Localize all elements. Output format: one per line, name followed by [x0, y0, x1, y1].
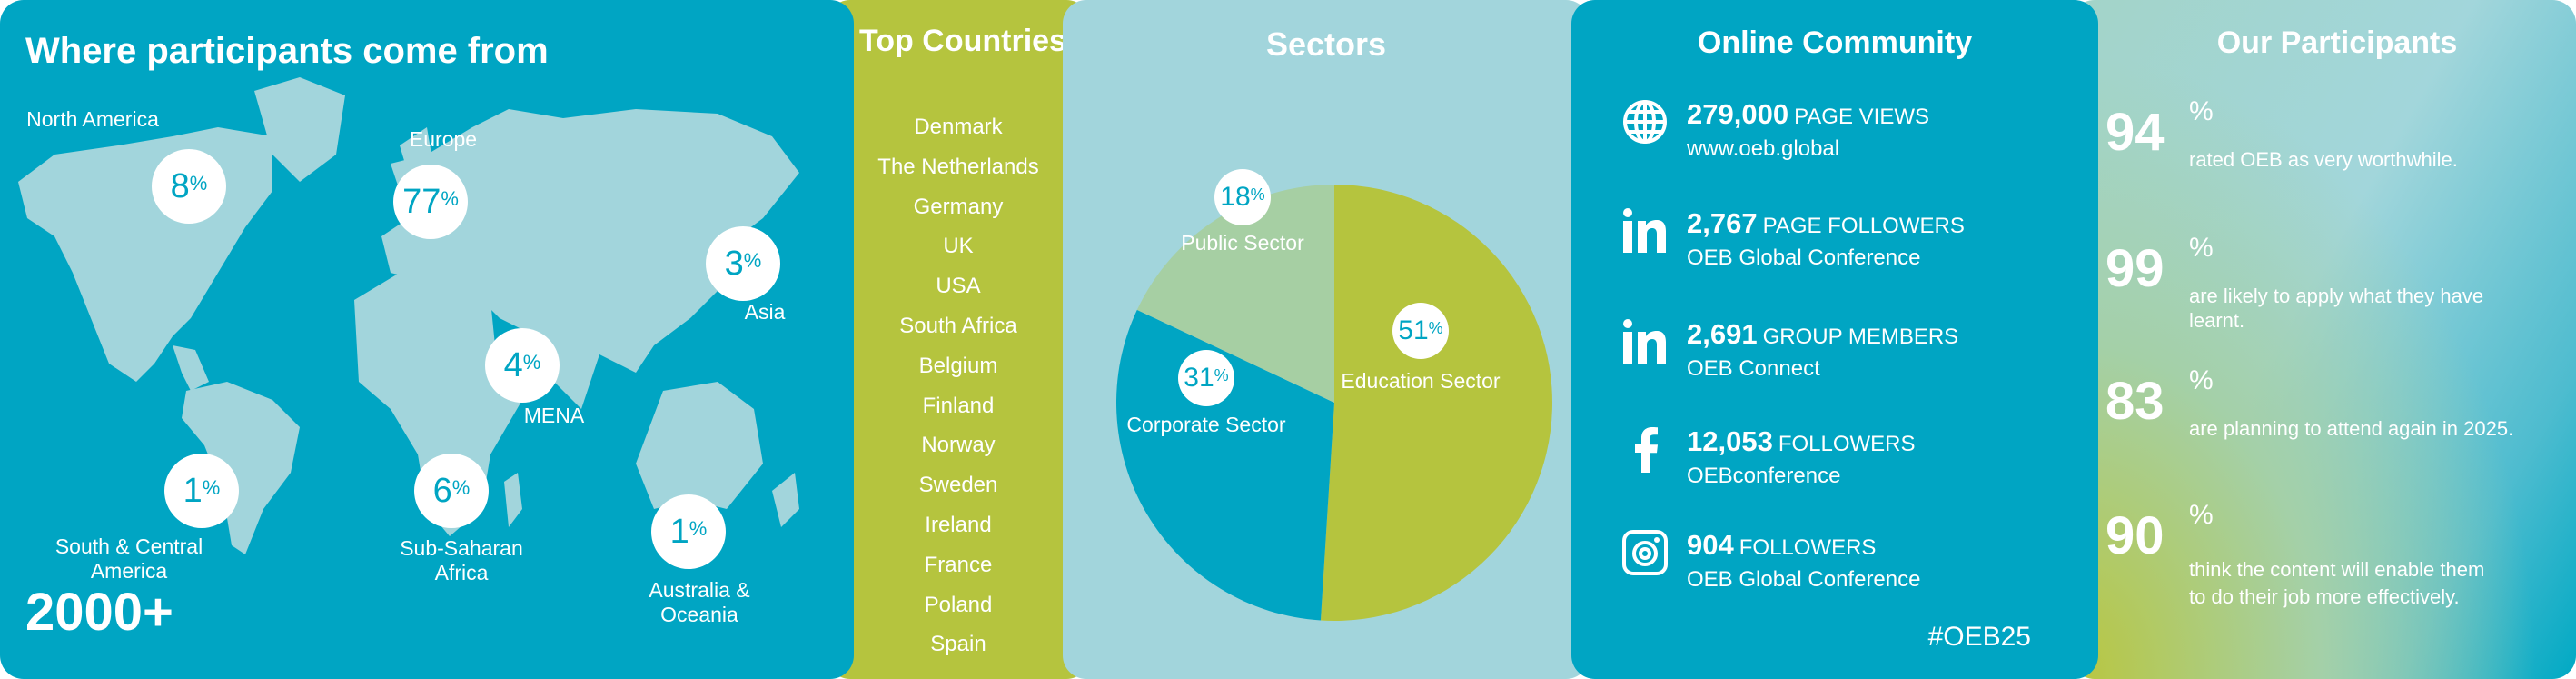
- region-label-australia-oceania: Australia & Oceania: [649, 578, 750, 626]
- country-item: Sweden: [918, 473, 998, 498]
- country-item: Finland: [922, 393, 995, 418]
- country-list: Denmark The Netherlands Germany UK USA South …: [840, 107, 1076, 664]
- globe-icon: [1623, 100, 1667, 144]
- sectors-pie-chart: [1116, 185, 1552, 621]
- instagram-icon: [1622, 530, 1668, 575]
- top-countries-title: Top Countries: [859, 24, 1066, 58]
- facebook-followers-label: FOLLOWERS: [1778, 432, 1916, 456]
- country-item: Denmark: [914, 115, 1003, 139]
- linkedin-icon: [1623, 319, 1666, 364]
- country-item: The Netherlands: [877, 154, 1039, 179]
- bubble-mena: 4%: [485, 328, 560, 403]
- instagram-followers-count: 904: [1687, 529, 1734, 561]
- bubble-sub-saharan-africa: 6%: [414, 454, 489, 528]
- country-item: Ireland: [925, 512, 992, 537]
- page-followers-count: 2,767: [1687, 207, 1758, 239]
- our-participants-panel: Our Participants 94% rated OEB as very wo…: [2071, 0, 2576, 679]
- region-label-europe: Europe: [409, 127, 478, 151]
- bubble-north-america: 8%: [152, 149, 226, 224]
- education-sector-value: 51%: [1392, 303, 1449, 359]
- country-item: Norway: [921, 433, 996, 458]
- region-label-sub-saharan-africa: Sub-Saharan Africa: [400, 536, 523, 584]
- linkedin-page-name: OEB Global Conference: [1687, 245, 1921, 270]
- page-followers-label: PAGE FOLLOWERS: [1762, 214, 1965, 238]
- linkedin-group-name: OEB Connect: [1687, 356, 1820, 381]
- world-map: [18, 77, 799, 554]
- group-members-count: 2,691: [1687, 318, 1758, 350]
- region-label-mena: MENA: [523, 404, 585, 427]
- world-map-panel: Where participants come from North Ameri…: [0, 0, 854, 679]
- page-views-count: 279,000: [1687, 98, 1789, 130]
- sectors-title: Sectors: [1265, 25, 1387, 63]
- bubble-australia-oceania: 1%: [651, 494, 726, 569]
- region-label-asia: Asia: [744, 300, 786, 324]
- bubble-asia: 3%: [706, 226, 780, 301]
- map-title: Where participants come from: [25, 31, 549, 71]
- facebook-icon: [1635, 427, 1658, 473]
- sectors-panel: Sectors 18% Public Sector 51% Education …: [1063, 0, 1590, 679]
- facebook-page-name: OEBconference: [1687, 464, 1841, 488]
- country-item: Poland: [924, 592, 993, 617]
- public-sector-label: Public Sector: [1181, 231, 1304, 255]
- group-members-label: GROUP MEMBERS: [1762, 325, 1959, 349]
- pie-slice-public-sector: [1136, 185, 1334, 403]
- hashtag: #OEB25: [1927, 622, 2031, 652]
- country-item: Belgium: [918, 353, 998, 378]
- bubble-south-central-america: 1%: [164, 454, 239, 528]
- total-participants: 2000+: [25, 583, 173, 642]
- country-item: USA: [936, 274, 981, 299]
- website-link[interactable]: www.oeb.global: [1687, 136, 1840, 161]
- top-countries-panel: Top Countries Denmark The Netherlands Germ…: [827, 0, 1090, 679]
- country-item: Spain: [930, 632, 986, 657]
- facebook-followers-count: 12,053: [1687, 425, 1773, 457]
- country-item: Germany: [913, 194, 1004, 219]
- region-label-south-central-america: South & Central America: [54, 534, 203, 583]
- online-community-panel: Online Community 279,000 PAGE VIEWS www.oe…: [1571, 0, 2098, 679]
- education-sector-label: Education Sector: [1341, 369, 1501, 393]
- country-item: France: [924, 552, 993, 577]
- page-views-label: PAGE VIEWS: [1794, 105, 1929, 129]
- pie-slice-education-sector: [1320, 185, 1552, 621]
- bubble-europe: 77%: [393, 165, 468, 239]
- country-item: South Africa: [899, 313, 1017, 338]
- corporate-sector-value: 31%: [1178, 350, 1234, 406]
- pie-slice-corporate-sector: [1116, 309, 1334, 621]
- country-item: UK: [943, 234, 974, 259]
- instagram-account-name: OEB Global Conference: [1687, 567, 1921, 592]
- region-label-north-america: North America: [26, 107, 159, 131]
- instagram-followers-label: FOLLOWERS: [1739, 535, 1877, 560]
- public-sector-value: 18%: [1214, 169, 1271, 225]
- corporate-sector-label: Corporate Sector: [1126, 413, 1286, 436]
- participants-title: Our Participants: [2216, 25, 2458, 60]
- online-title: Online Community: [1697, 25, 1973, 60]
- linkedin-icon: [1623, 208, 1666, 253]
